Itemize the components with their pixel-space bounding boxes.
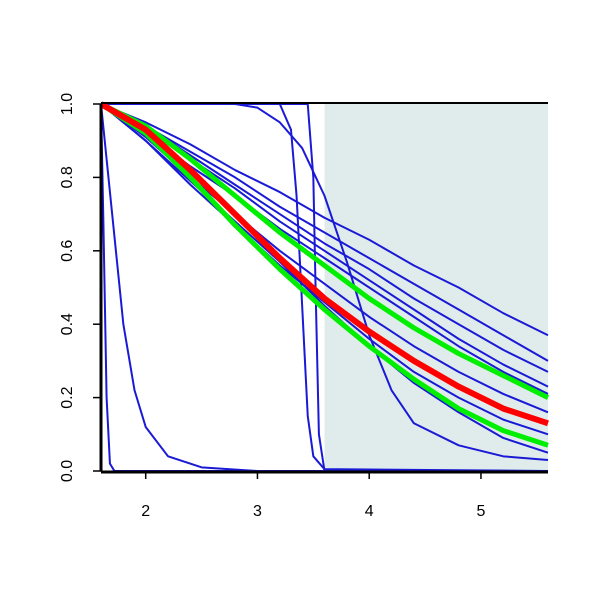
y-tick-label: 0.2 — [59, 386, 76, 408]
x-tick-label: 3 — [253, 503, 262, 520]
curve — [100, 103, 549, 454]
curve — [99, 101, 549, 448]
y-tick-label: 1.0 — [59, 93, 76, 115]
y-tick-label: 0.0 — [59, 460, 76, 482]
y-tick-label: 0.6 — [59, 240, 76, 262]
x-tick-label: 5 — [476, 503, 485, 520]
y-tick-label: 0.8 — [59, 166, 76, 188]
curve — [100, 103, 548, 472]
curve — [100, 103, 549, 337]
y-tick-label: 0.4 — [59, 313, 76, 335]
curve — [99, 101, 550, 400]
curve — [100, 103, 549, 362]
x-tick-label: 2 — [141, 503, 150, 520]
curve — [99, 101, 549, 427]
curve — [101, 103, 549, 461]
x-tick-label: 4 — [365, 503, 374, 520]
curve — [101, 103, 549, 472]
